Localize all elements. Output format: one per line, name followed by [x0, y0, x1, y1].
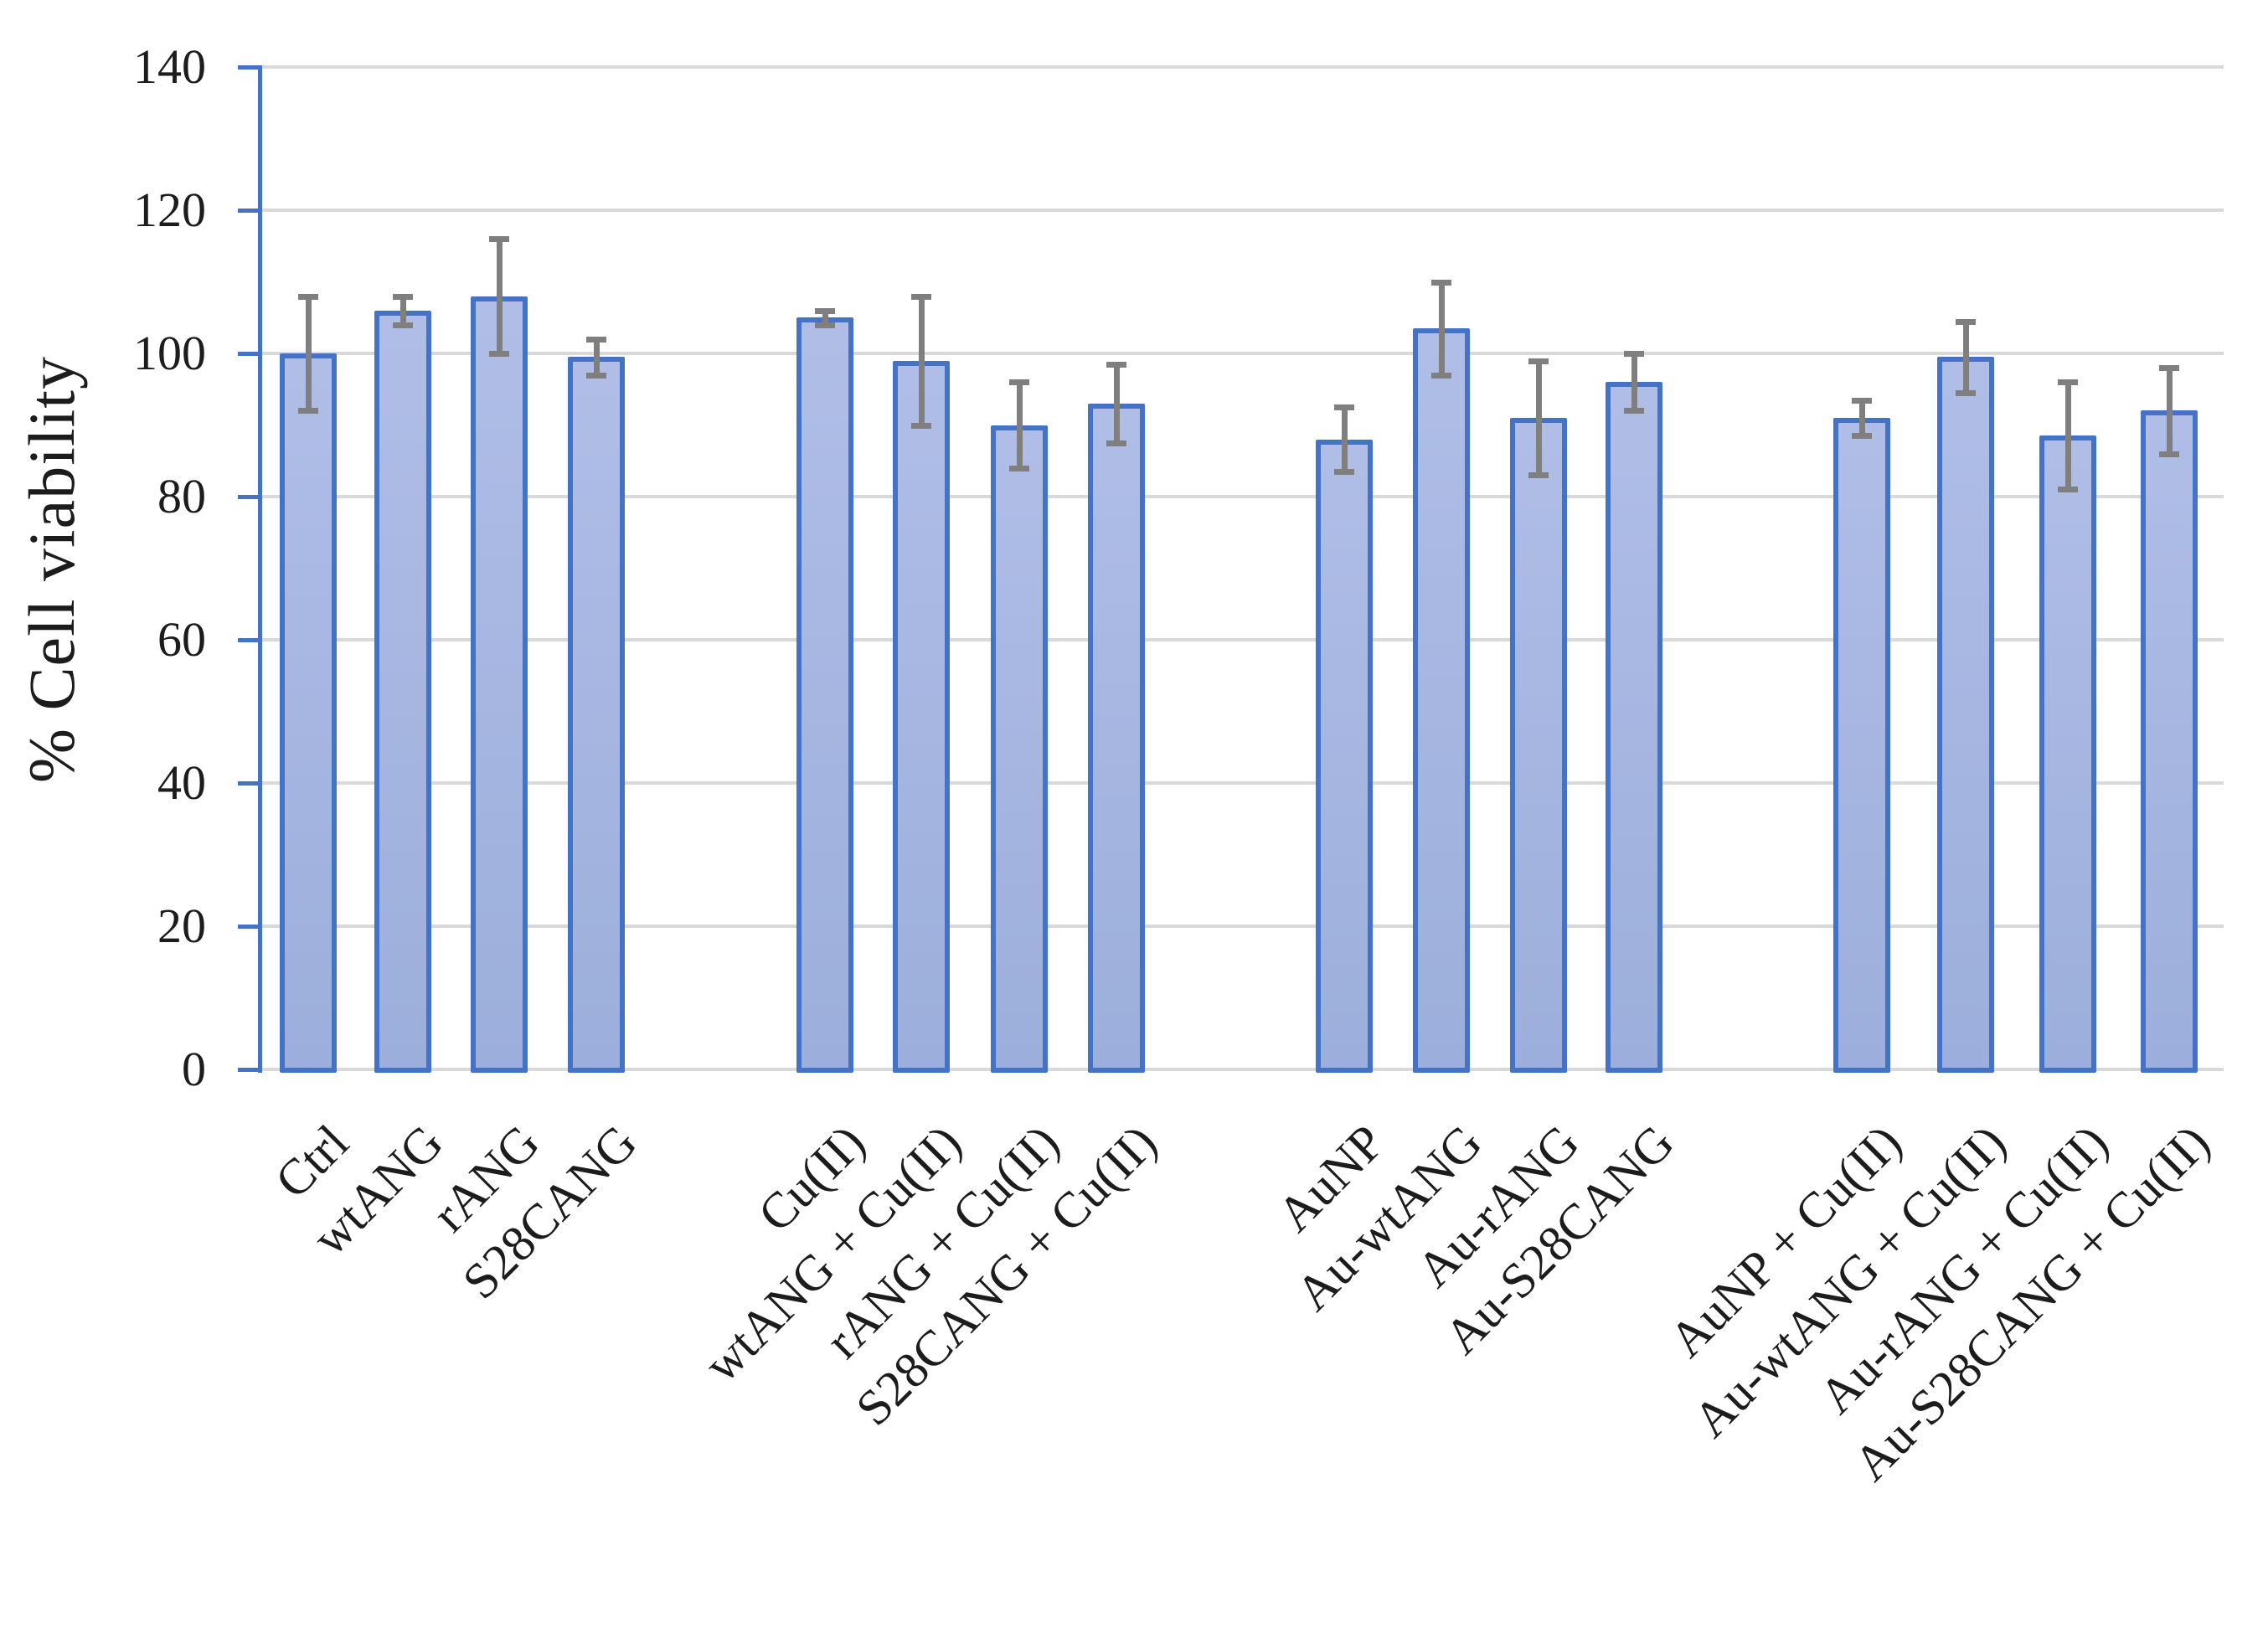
bar [1937, 357, 1994, 1073]
gridline [260, 638, 2224, 641]
error-bar-stem [919, 296, 925, 425]
error-bar-stem [822, 310, 828, 325]
bar [2141, 410, 2198, 1073]
error-bar-stem [1631, 353, 1637, 411]
error-bar-cap-bottom [911, 422, 931, 429]
error-bar-stem [497, 239, 503, 353]
bar [1510, 417, 1567, 1073]
y-axis-tick [238, 781, 260, 786]
error-bar-stem [1342, 407, 1348, 472]
y-tick-label: 80 [157, 469, 206, 523]
y-tick-label: 140 [133, 39, 206, 94]
error-bar-cap-top [911, 293, 931, 300]
y-tick-label: 120 [133, 183, 206, 237]
y-axis-tick [238, 209, 260, 213]
error-bar-cap-top [586, 336, 606, 343]
bar [1088, 403, 1145, 1073]
error-bar-stem [306, 296, 312, 411]
bar [471, 296, 528, 1073]
error-bar-cap-bottom [1431, 372, 1451, 379]
error-bar-cap-top [298, 293, 318, 300]
error-bar-cap-bottom [1334, 469, 1354, 476]
error-bar-cap-top [393, 293, 413, 300]
error-bar-cap-top [1009, 379, 1029, 386]
bar [1606, 382, 1662, 1073]
error-bar-cap-top [1528, 358, 1549, 364]
y-axis-tick [238, 495, 260, 499]
error-bar-cap-top [1431, 279, 1451, 286]
error-bar-stem [1536, 360, 1542, 476]
bar [1413, 328, 1470, 1073]
error-bar-cap-top [2159, 365, 2179, 372]
error-bar-cap-top [2058, 379, 2078, 386]
error-bar-cap-bottom [2159, 451, 2179, 457]
error-bar-cap-bottom [1852, 433, 1872, 440]
y-tick-label: 40 [157, 755, 206, 810]
bar [280, 353, 337, 1073]
error-bar-cap-bottom [1624, 408, 1644, 415]
error-bar-stem [1859, 399, 1865, 436]
y-tick-label: 100 [133, 326, 206, 380]
error-bar-stem [2065, 382, 2071, 490]
error-bar-stem [400, 296, 406, 325]
error-bar-cap-bottom [815, 322, 835, 328]
bar [1833, 417, 1890, 1073]
error-bar-cap-bottom [393, 322, 413, 328]
error-bar-cap-top [1334, 404, 1354, 411]
error-bar-cap-bottom [1528, 472, 1549, 479]
gridline [260, 781, 2224, 785]
error-bar-stem [1439, 281, 1445, 375]
error-bar-cap-bottom [1009, 465, 1029, 471]
bar [796, 317, 853, 1073]
error-bar-stem [1963, 321, 1969, 394]
y-axis-tick [238, 1068, 260, 1072]
bar [893, 360, 950, 1073]
y-axis-tick [238, 638, 260, 642]
y-axis-tick [238, 925, 260, 929]
error-bar-cap-top [1852, 397, 1872, 404]
error-bar-cap-top [1956, 318, 1976, 325]
y-axis-tick [238, 65, 260, 70]
gridline [260, 65, 2224, 69]
bar [2039, 435, 2096, 1073]
y-tick-label: 20 [157, 899, 206, 953]
error-bar-cap-bottom [298, 408, 318, 415]
error-bar-cap-bottom [2058, 487, 2078, 493]
bar [374, 310, 431, 1073]
y-axis-tick [238, 352, 260, 356]
gridline [260, 352, 2224, 355]
error-bar-cap-top [1624, 351, 1644, 357]
gridline [260, 1068, 2224, 1071]
error-bar-cap-top [815, 307, 835, 314]
bar [1316, 439, 1373, 1073]
y-tick-label: 60 [157, 612, 206, 667]
bar [991, 425, 1048, 1073]
error-bar-cap-bottom [489, 351, 509, 357]
error-bar-cap-top [489, 236, 509, 243]
error-bar-cap-bottom [586, 372, 606, 379]
error-bar-stem [1017, 382, 1023, 468]
gridline [260, 209, 2224, 212]
bar [568, 357, 625, 1073]
gridline [260, 925, 2224, 928]
error-bar-stem [2167, 368, 2173, 454]
gridline [260, 495, 2224, 498]
error-bar-cap-top [1106, 361, 1126, 368]
error-bar-stem [1114, 363, 1120, 443]
error-bar-cap-bottom [1956, 390, 1976, 397]
y-tick-label: 0 [182, 1042, 206, 1096]
error-bar-cap-bottom [1106, 440, 1126, 446]
y-axis-line [258, 65, 262, 1073]
error-bar-stem [594, 338, 600, 375]
